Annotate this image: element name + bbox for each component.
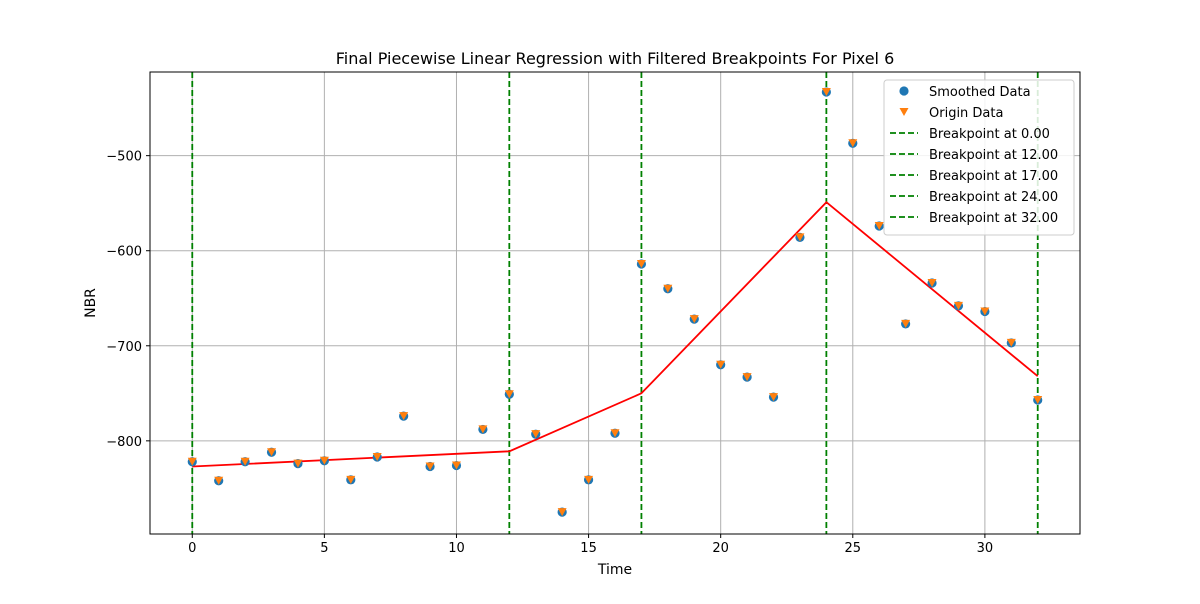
y-tick-label: −500 <box>106 150 142 165</box>
legend-breakpoint-label: Breakpoint at 17.00 <box>929 169 1058 184</box>
legend-box <box>883 79 1075 236</box>
origin-point <box>504 390 514 399</box>
x-tick-label: 15 <box>580 541 597 556</box>
legend-breakpoint-label: Breakpoint at 12.00 <box>929 148 1058 163</box>
origin-point <box>531 430 541 439</box>
origin-point <box>716 360 726 369</box>
x-tick-label: 30 <box>977 541 994 556</box>
x-tick-label: 20 <box>712 541 729 556</box>
legend-smoothed-label: Smoothed Data <box>929 85 1031 100</box>
origin-point <box>742 373 752 382</box>
legend-breakpoint-label: Breakpoint at 24.00 <box>929 190 1058 205</box>
y-tick-label: −800 <box>106 435 142 450</box>
origin-point <box>663 284 673 293</box>
legend-origin-label: Origin Data <box>929 106 1003 121</box>
origin-point <box>240 457 250 466</box>
legend-breakpoint-label: Breakpoint at 0.00 <box>929 127 1050 142</box>
chart-title: Final Piecewise Linear Regression with F… <box>336 49 895 68</box>
origin-point <box>372 453 382 461</box>
y-tick-label: −700 <box>106 340 142 355</box>
origin-point <box>557 508 567 517</box>
x-tick-label: 5 <box>320 541 328 556</box>
origin-point <box>953 301 963 310</box>
fit-line-layer <box>192 200 1039 468</box>
x-tick-label: 10 <box>448 541 465 556</box>
legend-breakpoint-label: Breakpoint at 32.00 <box>929 211 1058 226</box>
origin-point <box>293 459 303 468</box>
origin-point <box>980 307 990 316</box>
origin-point <box>927 279 937 288</box>
axis-ticks: 0 5 10 15 20 25 30 −800 −700 −600 −500 <box>106 150 993 556</box>
origin-point <box>319 456 329 465</box>
legend-origin-marker <box>899 108 909 116</box>
origin-point <box>425 462 435 471</box>
origin-point <box>187 457 197 466</box>
legend: Smoothed Data Origin Data Breakpoint at 0.… <box>883 79 1075 236</box>
origin-point <box>399 412 409 421</box>
x-axis-label: Time <box>597 562 632 578</box>
origin-point <box>610 429 620 438</box>
origin-point <box>769 393 779 402</box>
origin-point <box>636 260 646 269</box>
axes-frame <box>149 71 1081 535</box>
legend-smoothed-marker <box>899 86 909 96</box>
origin-point <box>1033 395 1043 404</box>
x-tick-label: 0 <box>188 541 196 556</box>
origin-point <box>267 448 277 457</box>
origin-point <box>689 315 699 324</box>
origin-point <box>346 475 356 484</box>
origin-point <box>848 139 858 148</box>
y-axis-label: NBR <box>83 288 99 318</box>
origin-point <box>874 222 884 230</box>
y-tick-label: −600 <box>106 245 142 260</box>
origin-point <box>795 233 805 242</box>
fit-line <box>192 200 1039 468</box>
origin-point <box>901 319 911 328</box>
data-points <box>187 87 1043 517</box>
origin-point <box>214 476 224 485</box>
origin-point <box>478 425 488 434</box>
origin-point <box>1006 338 1016 347</box>
origin-point <box>451 461 461 470</box>
origin-point <box>584 475 594 484</box>
origin-point <box>821 87 831 96</box>
x-tick-label: 25 <box>845 541 862 556</box>
